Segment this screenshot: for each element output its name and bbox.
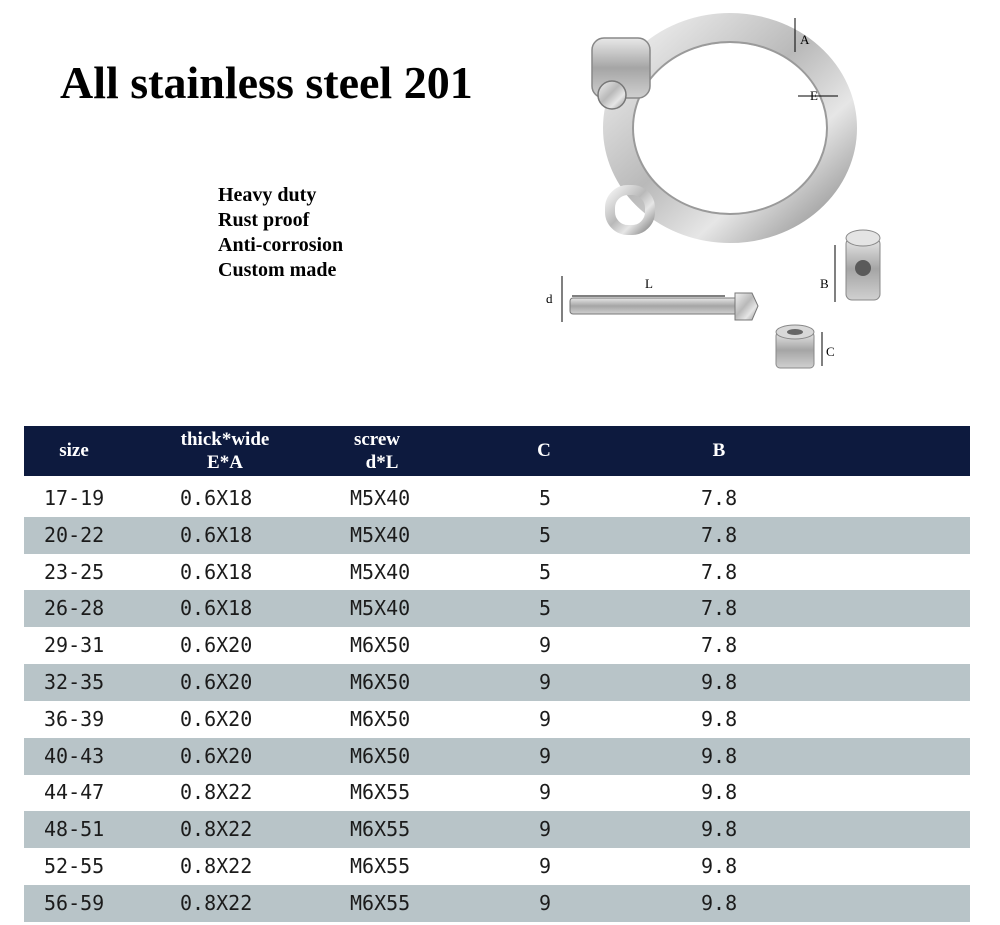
header-b: B bbox=[712, 440, 726, 461]
cell-ea: 0.6X20 bbox=[180, 743, 253, 768]
header-ea-line2: E*A bbox=[207, 452, 243, 473]
cell-size: 29-31 bbox=[44, 633, 105, 658]
spacer-image: C bbox=[775, 324, 835, 369]
cell-size: 20-22 bbox=[44, 522, 105, 547]
barrel-nut-image: B bbox=[820, 229, 881, 302]
cell-size: 26-28 bbox=[44, 596, 105, 621]
table-row: 56-59 0.8X22 M6X55 9 9.8 bbox=[24, 884, 970, 922]
spec-table: size thick*wide E*A screw d*L C B 17-19 0… bbox=[24, 426, 970, 925]
header-size: size bbox=[59, 440, 89, 461]
cell-size: 23-25 bbox=[44, 559, 105, 584]
table-row: 32-35 0.6X20 M6X50 9 9.8 bbox=[24, 664, 970, 701]
cell-screw: M5X40 bbox=[350, 596, 411, 621]
cell-b: 9.8 bbox=[701, 706, 738, 731]
cell-b: 7.8 bbox=[701, 522, 738, 547]
cell-b: 9.8 bbox=[701, 670, 738, 694]
cell-screw: M6X50 bbox=[350, 706, 411, 731]
table-row: 17-19 0.6X18 M5X40 5 7.8 bbox=[24, 480, 970, 517]
cell-c: 5 bbox=[539, 559, 552, 584]
cell-ea: 0.8X22 bbox=[180, 780, 253, 805]
cell-ea: 0.6X18 bbox=[180, 522, 253, 547]
table-row: 52-55 0.8X22 M6X55 9 9.8 bbox=[24, 848, 970, 885]
cell-b: 9.8 bbox=[701, 890, 738, 915]
label-b: B bbox=[820, 276, 829, 291]
cell-ea: 0.6X18 bbox=[180, 486, 253, 510]
table-row: 23-25 0.6X18 M5X40 5 7.8 bbox=[24, 554, 970, 591]
label-a: A bbox=[800, 32, 810, 47]
cell-b: 9.8 bbox=[701, 817, 738, 842]
clamp-image: A E bbox=[591, 13, 857, 243]
cell-size: 17-19 bbox=[44, 486, 105, 510]
header-screw-line2: d*L bbox=[365, 452, 399, 473]
cell-size: 40-43 bbox=[44, 743, 105, 768]
cell-c: 9 bbox=[539, 890, 552, 915]
cell-ea: 0.6X20 bbox=[180, 706, 253, 731]
cell-ea: 0.6X20 bbox=[180, 670, 253, 694]
cell-ea: 0.8X22 bbox=[180, 890, 253, 915]
label-d: d bbox=[546, 291, 553, 306]
feature-list: Heavy duty Rust proof Anti-corrosion Cus… bbox=[218, 183, 343, 283]
cell-ea: 0.6X20 bbox=[180, 633, 253, 658]
page-title: All stainless steel 201 bbox=[60, 57, 473, 108]
cell-ea: 0.8X22 bbox=[180, 817, 253, 842]
cell-size: 52-55 bbox=[44, 854, 105, 878]
cell-c: 5 bbox=[539, 596, 552, 621]
cell-c: 9 bbox=[539, 633, 552, 658]
label-e: E bbox=[810, 88, 818, 103]
cell-size: 32-35 bbox=[44, 670, 105, 694]
cell-c: 9 bbox=[539, 743, 552, 768]
feature-item: Anti-corrosion bbox=[218, 234, 344, 256]
cell-c: 9 bbox=[539, 780, 552, 805]
cell-b: 7.8 bbox=[701, 559, 738, 584]
cell-b: 7.8 bbox=[701, 486, 738, 510]
label-c: C bbox=[826, 344, 835, 359]
cell-screw: M6X55 bbox=[350, 780, 411, 805]
table-row: 44-47 0.8X22 M6X55 9 9.8 bbox=[24, 774, 970, 811]
cell-screw: M5X40 bbox=[350, 486, 411, 510]
bolt-image: L d bbox=[546, 276, 759, 322]
cell-screw: M6X55 bbox=[350, 854, 411, 878]
cell-size: 48-51 bbox=[44, 817, 105, 842]
table-row: 26-28 0.6X18 M5X40 5 7.8 bbox=[24, 590, 970, 628]
cell-ea: 0.6X18 bbox=[180, 559, 253, 584]
cell-ea: 0.8X22 bbox=[180, 854, 253, 878]
cell-screw: M5X40 bbox=[350, 559, 411, 584]
table-row: 20-22 0.6X18 M5X40 5 7.8 bbox=[24, 516, 970, 554]
cell-screw: M6X55 bbox=[350, 890, 411, 915]
cell-size: 44-47 bbox=[44, 780, 105, 805]
cell-b: 9.8 bbox=[701, 854, 738, 878]
cell-c: 9 bbox=[539, 706, 552, 731]
cell-screw: M6X50 bbox=[350, 743, 411, 768]
header-c: C bbox=[537, 440, 551, 461]
feature-item: Custom made bbox=[218, 259, 337, 281]
cell-b: 9.8 bbox=[701, 780, 738, 805]
table-header: size thick*wide E*A screw d*L C B bbox=[24, 426, 970, 476]
cell-screw: M6X50 bbox=[350, 670, 411, 694]
cell-size: 36-39 bbox=[44, 706, 105, 731]
cell-b: 7.8 bbox=[701, 596, 738, 621]
product-illustration: A E L d B C bbox=[546, 13, 881, 369]
table-row: 48-51 0.8X22 M6X55 9 9.8 bbox=[24, 811, 970, 849]
table-row: 36-39 0.6X20 M6X50 9 9.8 bbox=[24, 701, 970, 738]
cell-ea: 0.6X18 bbox=[180, 596, 253, 621]
cell-screw: M6X55 bbox=[350, 817, 411, 842]
cell-b: 9.8 bbox=[701, 743, 738, 768]
cell-c: 5 bbox=[539, 522, 552, 547]
cell-c: 9 bbox=[539, 670, 552, 694]
cell-size: 56-59 bbox=[44, 890, 105, 915]
cell-screw: M5X40 bbox=[350, 522, 411, 547]
header-screw-line1: screw bbox=[353, 429, 401, 450]
table-row: 40-43 0.6X20 M6X50 9 9.8 bbox=[24, 737, 970, 775]
cell-b: 7.8 bbox=[701, 633, 738, 658]
feature-item: Heavy duty bbox=[218, 184, 317, 206]
cell-c: 5 bbox=[539, 486, 552, 510]
feature-item: Rust proof bbox=[218, 209, 310, 231]
cell-c: 9 bbox=[539, 817, 552, 842]
cell-screw: M6X50 bbox=[350, 633, 411, 658]
label-l: L bbox=[645, 276, 653, 291]
header-ea-line1: thick*wide bbox=[180, 429, 270, 450]
cell-c: 9 bbox=[539, 854, 552, 878]
table-row: 29-31 0.6X20 M6X50 9 7.8 bbox=[24, 627, 970, 664]
